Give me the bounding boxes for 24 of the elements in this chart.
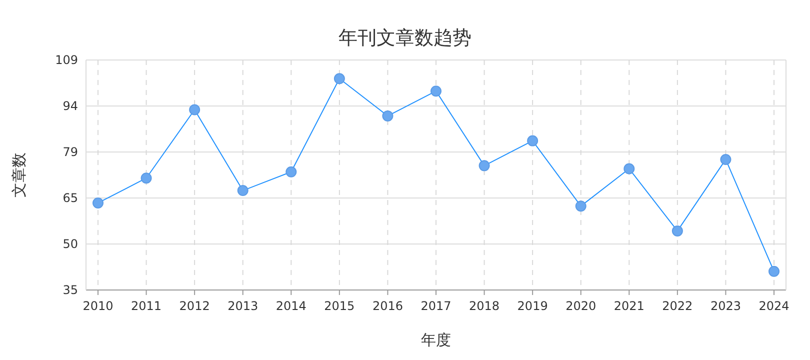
- y-tick-label: 109: [55, 53, 78, 67]
- x-axis-title: 年度: [421, 331, 451, 349]
- x-tick-label: 2016: [372, 299, 403, 313]
- x-tick-label: 2021: [614, 299, 644, 313]
- y-tick-label: 79: [62, 145, 78, 159]
- y-tick-label: 65: [62, 191, 78, 205]
- x-tick-label: 2010: [82, 299, 114, 313]
- x-tick-label: 2019: [517, 299, 548, 313]
- x-tick-label: 2022: [662, 299, 693, 313]
- x-tick-label: 2018: [469, 299, 500, 313]
- x-tick-label: 2015: [324, 299, 355, 313]
- x-tick-label: 2023: [710, 299, 741, 313]
- y-axis-title: 文章数: [10, 152, 28, 198]
- x-tick-label: 2013: [228, 299, 258, 313]
- x-tick-label: 2020: [566, 299, 596, 313]
- x-tick-label: 2017: [420, 299, 452, 313]
- y-tick-label: 50: [62, 237, 78, 251]
- x-tick-label: 2012: [179, 299, 210, 313]
- x-tick-label: 2024: [758, 299, 790, 313]
- y-tick-label: 94: [62, 99, 78, 113]
- x-tick-label: 2014: [276, 299, 306, 313]
- x-tick-label: 2011: [131, 299, 162, 313]
- y-tick-label: 35: [62, 283, 78, 297]
- chart-title: 年刊文章数趋势: [338, 27, 472, 49]
